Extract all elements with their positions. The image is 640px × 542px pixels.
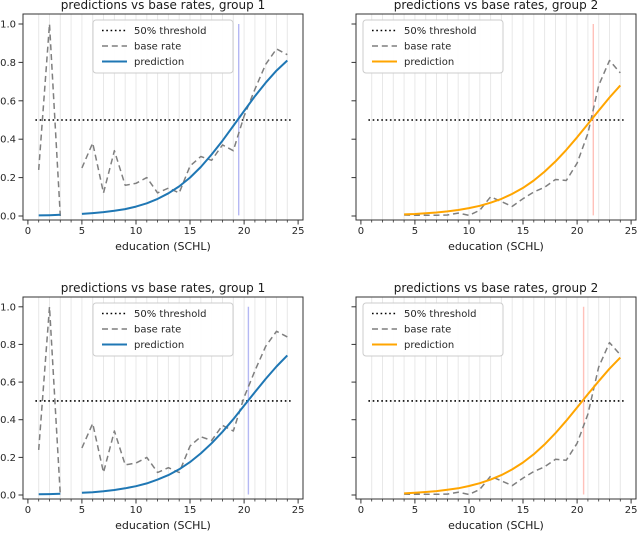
- x-tick-label: 15: [517, 505, 530, 516]
- subplot-top-left-group1: predictions vs base rates, group 1 0 5 10 1…: [0, 0, 320, 271]
- legend-item-prediction-label: prediction: [404, 340, 454, 351]
- y-tick-label: 0.6: [0, 96, 16, 107]
- x-tick-label: 15: [184, 226, 197, 237]
- legend-item-base-rate-label: base rate: [404, 42, 451, 53]
- prediction-line: [38, 354, 289, 496]
- x-tick-label: 25: [625, 505, 638, 516]
- x-tick-label: 25: [292, 226, 305, 237]
- legend-item-threshold-label: 50% threshold: [134, 26, 207, 37]
- legend-item-threshold-label: 50% threshold: [134, 309, 207, 320]
- legend-item-threshold-label: 50% threshold: [404, 26, 477, 37]
- subplot-bottom-left-group1: predictions vs base rates, group 1 0 5 10 1…: [0, 271, 320, 542]
- y-tick-label: 0.8: [0, 58, 16, 69]
- x-tick-label: 0: [25, 226, 31, 237]
- legend-box: [362, 19, 504, 74]
- plot-title: predictions vs base rates, group 2: [393, 0, 599, 12]
- axes-frame: [355, 13, 637, 221]
- x-tick-label: 0: [358, 226, 364, 237]
- x-axis-label: education (SCHL): [448, 240, 544, 253]
- legend: 50% threshold base rate prediction: [362, 19, 504, 74]
- x-tick-label: 20: [238, 226, 251, 237]
- plot-area: 0 5 10 15 20 25 0.0 0.2 0.4 0.6 0.8 1.0 50% threshol…: [0, 13, 305, 237]
- x-tick-label: 5: [79, 505, 85, 516]
- x-tick-label: 20: [571, 226, 584, 237]
- x-axis-label: education (SCHL): [448, 519, 544, 532]
- y-tick-label: 0.0: [0, 212, 16, 223]
- prediction-line: [404, 84, 622, 216]
- x-axis-label: education (SCHL): [115, 240, 211, 253]
- x-tick-label: 0: [358, 505, 364, 516]
- legend-item-base-rate-label: base rate: [404, 325, 451, 336]
- x-tick-label: 25: [625, 226, 638, 237]
- base-rate-line: [404, 59, 621, 217]
- x-tick-label: 15: [517, 226, 530, 237]
- legend-item-prediction-label: prediction: [404, 57, 454, 68]
- legend-item-base-rate-label: base rate: [134, 325, 181, 336]
- base-rate-line: [37, 23, 288, 217]
- x-tick-label: 5: [412, 226, 418, 237]
- x-tick-label: 5: [412, 505, 418, 516]
- legend-box: [92, 19, 234, 74]
- legend-item-prediction-label: prediction: [134, 340, 184, 351]
- legend: 50% threshold base rate prediction: [362, 302, 504, 357]
- subplot-bottom-right-group2: predictions vs base rates, group 2 0 5 10 1…: [320, 271, 640, 542]
- plot-area: 0 5 10 15 20 25 50% threshold base rate predicti…: [351, 13, 638, 237]
- x-tick-label: 10: [130, 505, 143, 516]
- plot-title: predictions vs base rates, group 1: [60, 0, 266, 12]
- axes-frame: [355, 296, 637, 500]
- plot-area: 0 5 10 15 20 25 0.0 0.2 0.4 0.6 0.8 1.0 50% threshol…: [0, 296, 305, 516]
- y-tick-label: 0.4: [0, 135, 16, 146]
- legend: 50% threshold base rate prediction: [92, 19, 234, 74]
- legend-box: [92, 302, 234, 357]
- x-tick-label: 5: [79, 226, 85, 237]
- plot-title: predictions vs base rates, group 1: [60, 281, 266, 295]
- plot-area: 0 5 10 15 20 25 50% threshold base rate predicti…: [351, 296, 638, 516]
- y-tick-label: 0.8: [0, 340, 16, 351]
- y-tick-label: 0.6: [0, 378, 16, 389]
- x-tick-label: 10: [463, 226, 476, 237]
- prediction-line: [38, 59, 288, 217]
- x-tick-label: 20: [238, 505, 251, 516]
- plot-title: predictions vs base rates, group 2: [393, 281, 599, 295]
- x-tick-label: 10: [130, 226, 143, 237]
- y-tick-label: 0.2: [0, 453, 16, 464]
- y-tick-label: 1.0: [0, 20, 16, 31]
- y-tick-label: 0.2: [0, 173, 16, 184]
- y-tick-label: 0.0: [0, 491, 16, 502]
- x-tick-label: 10: [463, 505, 476, 516]
- y-tick-label: 1.0: [0, 302, 16, 313]
- legend-item-base-rate-label: base rate: [134, 42, 181, 53]
- base-rate-line: [404, 341, 621, 496]
- legend: 50% threshold base rate prediction: [92, 302, 234, 357]
- legend-box: [362, 302, 504, 357]
- base-rate-line: [37, 306, 288, 496]
- x-tick-label: 0: [25, 505, 31, 516]
- x-tick-label: 15: [184, 505, 197, 516]
- legend-item-threshold-label: 50% threshold: [404, 309, 477, 320]
- legend-item-prediction-label: prediction: [134, 57, 184, 68]
- y-tick-label: 0.4: [0, 415, 16, 426]
- axes-frame: [22, 13, 304, 221]
- subplot-top-right-group2: predictions vs base rates, group 2 0 5 10 1…: [320, 0, 640, 271]
- prediction-line: [404, 356, 622, 495]
- x-axis-label: education (SCHL): [115, 519, 211, 532]
- axes-frame: [22, 296, 304, 500]
- x-tick-label: 20: [571, 505, 584, 516]
- x-tick-label: 25: [292, 505, 305, 516]
